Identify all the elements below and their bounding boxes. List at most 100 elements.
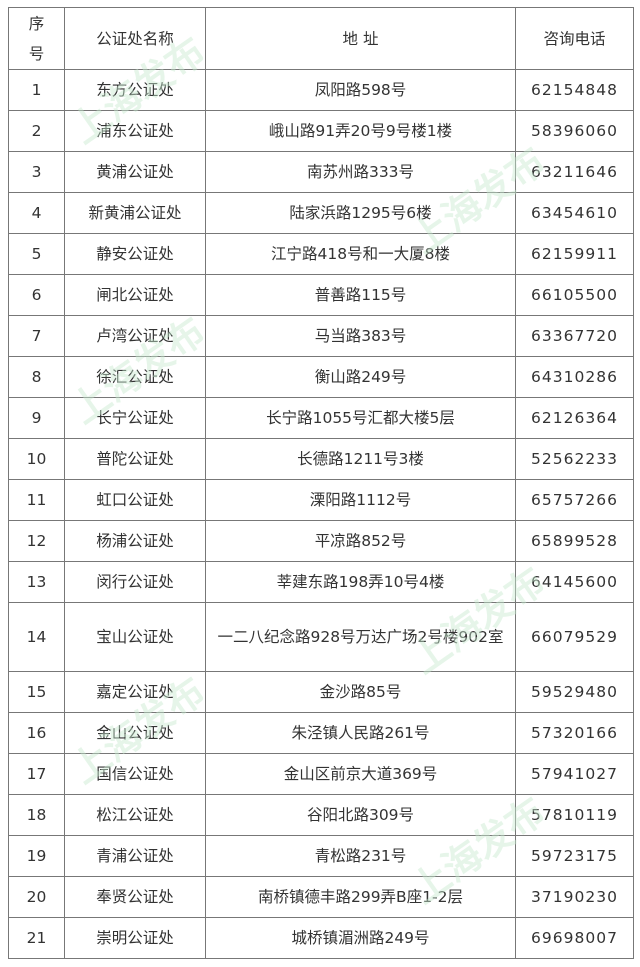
cell-address: 长德路1211号3楼 [205,438,516,480]
cell-phone: 57941027 [515,753,634,795]
cell-index: 5 [8,233,65,275]
header-address: 地 址 [205,7,516,70]
cell-phone: 62154848 [515,69,634,111]
cell-phone: 64310286 [515,356,634,398]
table-row: 1 东方公证处 凤阳路598号 62154848 [8,69,634,111]
cell-address: 城桥镇湄洲路249号 [205,917,516,959]
table-row: 12 杨浦公证处 平凉路852号 65899528 [8,520,634,562]
cell-name: 崇明公证处 [64,917,206,959]
cell-phone: 63211646 [515,151,634,193]
cell-address: 平凉路852号 [205,520,516,562]
header-name: 公证处名称 [64,7,206,70]
header-index: 序号 [8,7,65,70]
cell-phone: 59529480 [515,671,634,713]
cell-address: 凤阳路598号 [205,69,516,111]
cell-phone: 37190230 [515,876,634,918]
cell-phone: 65899528 [515,520,634,562]
cell-phone: 52562233 [515,438,634,480]
cell-phone: 64145600 [515,561,634,603]
cell-name: 宝山公证处 [64,602,206,672]
cell-address: 长宁路1055号汇都大楼5层 [205,397,516,439]
cell-index: 10 [8,438,65,480]
cell-address: 陆家浜路1295号6楼 [205,192,516,234]
cell-address: 普善路115号 [205,274,516,316]
cell-phone: 69698007 [515,917,634,959]
cell-phone: 57810119 [515,794,634,836]
cell-address: 峨山路91弄20号9号楼1楼 [205,110,516,152]
table-row: 18 松江公证处 谷阳北路309号 57810119 [8,794,634,836]
cell-name: 徐汇公证处 [64,356,206,398]
cell-name: 嘉定公证处 [64,671,206,713]
cell-index: 11 [8,479,65,521]
table-row: 8 徐汇公证处 衡山路249号 64310286 [8,356,634,398]
cell-address: 莘建东路198弄10号4楼 [205,561,516,603]
cell-index: 14 [8,602,65,672]
cell-index: 1 [8,69,65,111]
cell-address: 朱泾镇人民路261号 [205,712,516,754]
table-row: 2 浦东公证处 峨山路91弄20号9号楼1楼 58396060 [8,110,634,152]
cell-name: 普陀公证处 [64,438,206,480]
cell-name: 青浦公证处 [64,835,206,877]
cell-address: 谷阳北路309号 [205,794,516,836]
header-index-line2: 号 [28,44,45,63]
cell-phone: 66105500 [515,274,634,316]
cell-name: 浦东公证处 [64,110,206,152]
cell-name: 闸北公证处 [64,274,206,316]
cell-phone: 58396060 [515,110,634,152]
cell-phone: 63367720 [515,315,634,357]
table-row: 6 闸北公证处 普善路115号 66105500 [8,274,634,316]
header-phone: 咨询电话 [515,7,634,70]
cell-name: 金山公证处 [64,712,206,754]
table-row: 5 静安公证处 江宁路418号和一大厦8楼 62159911 [8,233,634,275]
table-row: 13 闵行公证处 莘建东路198弄10号4楼 64145600 [8,561,634,603]
cell-index: 7 [8,315,65,357]
table-row: 21 崇明公证处 城桥镇湄洲路249号 69698007 [8,917,634,959]
cell-name: 虹口公证处 [64,479,206,521]
cell-index: 19 [8,835,65,877]
table-row: 15 嘉定公证处 金沙路85号 59529480 [8,671,634,713]
cell-index: 8 [8,356,65,398]
cell-address: 马当路383号 [205,315,516,357]
cell-name: 杨浦公证处 [64,520,206,562]
header-index-line1: 序 [28,14,45,33]
table-row: 16 金山公证处 朱泾镇人民路261号 57320166 [8,712,634,754]
table-row: 9 长宁公证处 长宁路1055号汇都大楼5层 62126364 [8,397,634,439]
cell-address: 金山区前京大道369号 [205,753,516,795]
cell-phone: 62126364 [515,397,634,439]
cell-index: 15 [8,671,65,713]
table-row: 7 卢湾公证处 马当路383号 63367720 [8,315,634,357]
cell-index: 20 [8,876,65,918]
cell-index: 6 [8,274,65,316]
table-row: 3 黄浦公证处 南苏州路333号 63211646 [8,151,634,193]
header-row: 序号 公证处名称 地 址 咨询电话 [8,7,634,70]
cell-address: 青松路231号 [205,835,516,877]
cell-name: 长宁公证处 [64,397,206,439]
cell-index: 4 [8,192,65,234]
cell-index: 3 [8,151,65,193]
cell-index: 16 [8,712,65,754]
cell-name: 奉贤公证处 [64,876,206,918]
cell-name: 静安公证处 [64,233,206,275]
cell-index: 2 [8,110,65,152]
cell-phone: 57320166 [515,712,634,754]
table-row: 19 青浦公证处 青松路231号 59723175 [8,835,634,877]
cell-index: 9 [8,397,65,439]
cell-name: 闵行公证处 [64,561,206,603]
cell-address: 南苏州路333号 [205,151,516,193]
cell-index: 12 [8,520,65,562]
cell-name: 新黄浦公证处 [64,192,206,234]
cell-address: 金沙路85号 [205,671,516,713]
table-row: 11 虹口公证处 溧阳路1112号 65757266 [8,479,634,521]
cell-name: 国信公证处 [64,753,206,795]
cell-name: 东方公证处 [64,69,206,111]
cell-index: 21 [8,917,65,959]
cell-name: 松江公证处 [64,794,206,836]
cell-address: 江宁路418号和一大厦8楼 [205,233,516,275]
table-row: 20 奉贤公证处 南桥镇德丰路299弄B座1-2层 37190230 [8,876,634,918]
table-row: 14 宝山公证处 一二八纪念路928号万达广场2号楼902室 66079529 [8,602,634,672]
cell-index: 18 [8,794,65,836]
cell-phone: 65757266 [515,479,634,521]
cell-name: 卢湾公证处 [64,315,206,357]
cell-address: 南桥镇德丰路299弄B座1-2层 [205,876,516,918]
cell-name: 黄浦公证处 [64,151,206,193]
